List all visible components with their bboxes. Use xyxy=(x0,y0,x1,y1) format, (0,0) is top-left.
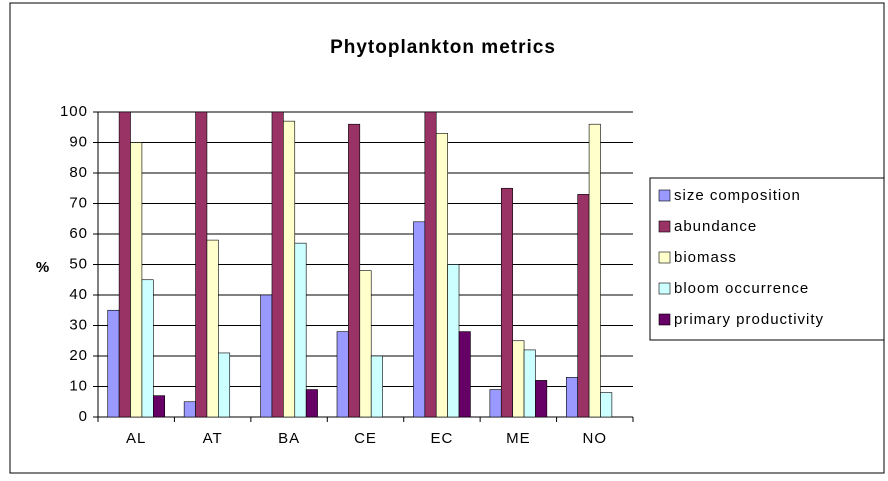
bar xyxy=(600,392,613,418)
y-axis-label: % xyxy=(36,259,50,276)
bar xyxy=(500,187,513,418)
y-tick-label: 0 xyxy=(79,408,88,425)
bar xyxy=(523,349,536,418)
legend-label: primary productivity xyxy=(674,311,824,328)
bar xyxy=(206,239,219,418)
bar xyxy=(218,352,231,418)
y-tick-label: 20 xyxy=(69,347,88,364)
y-tick-label: 60 xyxy=(69,225,88,242)
x-tick-label: BA xyxy=(278,430,300,447)
bar xyxy=(424,111,437,418)
bar xyxy=(359,270,372,418)
bar xyxy=(141,279,154,418)
legend-label: abundance xyxy=(674,218,757,235)
x-tick-label: ME xyxy=(506,430,531,447)
bar xyxy=(294,242,307,418)
bar xyxy=(195,111,208,418)
legend-swatch xyxy=(658,251,671,264)
chart-title: Phytoplankton metrics xyxy=(330,37,556,58)
y-tick-label: 40 xyxy=(69,286,88,303)
x-tick-label: NO xyxy=(583,430,608,447)
bar xyxy=(260,294,273,418)
legend-swatch xyxy=(658,220,671,233)
bar xyxy=(271,111,284,418)
bar xyxy=(153,395,166,418)
y-tick-label: 80 xyxy=(69,164,88,181)
y-tick-label: 70 xyxy=(69,194,88,211)
y-tick-label: 10 xyxy=(69,377,88,394)
y-tick-label: 90 xyxy=(69,133,88,150)
bar xyxy=(577,194,590,418)
bar xyxy=(107,309,120,418)
bar xyxy=(305,389,318,418)
bar xyxy=(458,331,471,418)
y-tick-label: 100 xyxy=(60,103,88,120)
bar xyxy=(565,377,578,418)
bar xyxy=(435,133,448,418)
bar xyxy=(118,111,131,418)
bar xyxy=(413,221,426,418)
bar xyxy=(512,340,525,418)
bar xyxy=(283,120,296,418)
bar xyxy=(336,331,349,418)
bar xyxy=(130,142,143,418)
y-tick-label: 30 xyxy=(69,316,88,333)
bar xyxy=(447,264,460,418)
bar xyxy=(183,401,196,418)
x-tick-label: CE xyxy=(354,430,377,447)
legend-label: bloom occurrence xyxy=(674,280,809,297)
bar xyxy=(588,123,601,418)
legend-label: biomass xyxy=(674,249,737,266)
x-tick-label: AL xyxy=(126,430,146,447)
bar xyxy=(489,389,502,418)
legend-swatch xyxy=(658,282,671,295)
legend-label: size composition xyxy=(674,187,801,204)
bar xyxy=(348,123,361,418)
bar xyxy=(370,355,383,418)
x-tick-label: EC xyxy=(431,430,454,447)
bar xyxy=(535,380,548,418)
legend-swatch xyxy=(658,313,671,326)
y-tick-label: 50 xyxy=(69,255,88,272)
x-tick-label: AT xyxy=(203,430,223,447)
legend-swatch xyxy=(658,189,671,202)
legend xyxy=(649,177,885,341)
